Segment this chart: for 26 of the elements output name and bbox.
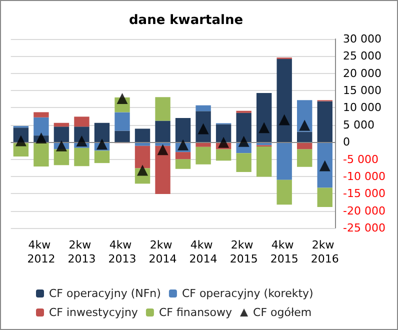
- y-tick-label: 15 000: [343, 84, 382, 98]
- legend-label: CF operacyjny (NFn): [49, 287, 161, 300]
- y-tick-label: -25 000: [343, 222, 386, 234]
- y-tick-label: 20 000: [343, 66, 382, 80]
- x-tick-label: 2kw 2015: [230, 238, 258, 266]
- y-tick-label: -20 000: [343, 204, 386, 218]
- x-tick-label: 4kw 2014: [189, 238, 218, 266]
- x-tick-label: 2kw 2013: [68, 238, 96, 266]
- x-tick-label: 2kw 2016: [310, 238, 339, 266]
- y-tick-label: 30 000: [343, 32, 382, 46]
- x-tick-label: 4kw 2012: [27, 238, 56, 266]
- x-tick-label: 2kw 2014: [148, 238, 177, 266]
- legend-label: CF finansowy: [158, 306, 233, 319]
- y-tick-label: 0: [343, 136, 350, 149]
- legend-label: CF inwestycyjny: [49, 306, 138, 319]
- y-tick-label: 10 000: [343, 101, 382, 114]
- legend-label: CF operacyjny (korekty): [182, 287, 314, 300]
- x-tick-label: 4kw 2015: [270, 238, 298, 266]
- legend-label: CF ogółem: [253, 306, 312, 319]
- y-tick-label: -5 000: [343, 152, 378, 166]
- x-tick-label: 4kw 2013: [108, 238, 136, 266]
- chart-title: dane kwartalne: [128, 13, 244, 28]
- y-tick-label: -15 000: [343, 187, 386, 200]
- y-tick-label: 5 000: [343, 118, 374, 132]
- y-tick-label: -10 000: [343, 170, 386, 183]
- y-tick-label: 25 000: [343, 50, 382, 63]
